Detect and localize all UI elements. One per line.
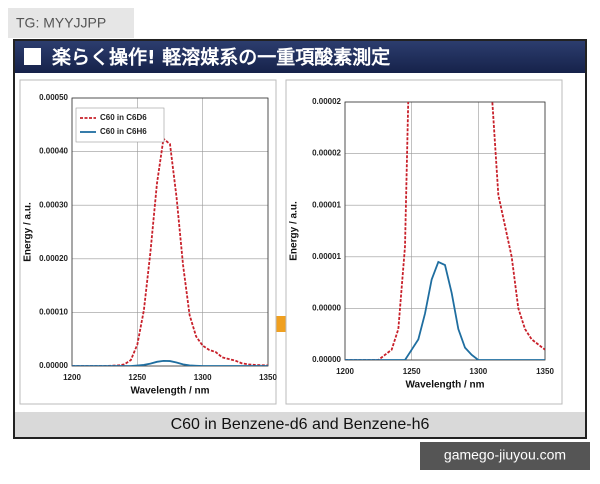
- y-tick-label: 0.00050: [39, 93, 68, 102]
- legend-label: C60 in C6D6: [100, 113, 147, 122]
- header-bar: [15, 41, 585, 73]
- series-line: [345, 102, 545, 360]
- watermark: gamego-jiuyou.com: [444, 447, 566, 463]
- y-tick-label: 0.00002: [312, 97, 341, 106]
- y-tick-label: 0.00000: [312, 355, 341, 364]
- x-tick-label: 1300: [194, 373, 212, 382]
- y-axis-label: Energy / a.u.: [23, 202, 34, 262]
- y-tick-label: 0.00000: [312, 304, 341, 313]
- x-tick-label: 1200: [336, 367, 354, 376]
- y-tick-label: 0.00001: [312, 200, 341, 209]
- y-axis-label: Energy / a.u.: [289, 201, 300, 261]
- legend-box: [75, 107, 165, 143]
- watermark-box: [420, 442, 590, 470]
- header-square: [24, 48, 41, 65]
- y-tick-label: 0.00000: [39, 361, 68, 370]
- x-tick-label: 1300: [469, 367, 487, 376]
- x-axis-label: Wavelength / nm: [405, 380, 484, 391]
- x-tick-label: 1200: [63, 373, 81, 382]
- legend-label: C60 in C6H6: [100, 127, 147, 136]
- x-axis-label: Wavelength / nm: [130, 386, 209, 397]
- caption: C60 in Benzene-d6 and Benzene-h6: [171, 416, 430, 433]
- tag: TG: MYYJJPP: [16, 15, 106, 31]
- x-tick-label: 1250: [128, 373, 146, 382]
- series-line: [72, 137, 268, 366]
- series-line: [345, 260, 545, 360]
- header-title: 楽らく操作! 軽溶媒系の一重項酸素測定: [52, 46, 390, 69]
- y-tick-label: 0.00001: [312, 252, 341, 261]
- x-tick-label: 1250: [403, 367, 421, 376]
- plot-frame: [344, 101, 546, 361]
- y-tick-label: 0.00010: [39, 308, 68, 317]
- y-tick-label: 0.00020: [39, 254, 68, 263]
- series-line: [72, 360, 268, 366]
- plot-frame: [71, 97, 269, 367]
- x-tick-label: 1350: [259, 373, 277, 382]
- tag-box: [8, 8, 134, 38]
- x-tick-label: 1350: [536, 367, 554, 376]
- chart-panel: [285, 79, 563, 405]
- y-tick-label: 0.00030: [39, 200, 68, 209]
- y-tick-label: 0.00040: [39, 147, 68, 156]
- caption-bar: [15, 412, 585, 437]
- y-tick-label: 0.00002: [312, 149, 341, 158]
